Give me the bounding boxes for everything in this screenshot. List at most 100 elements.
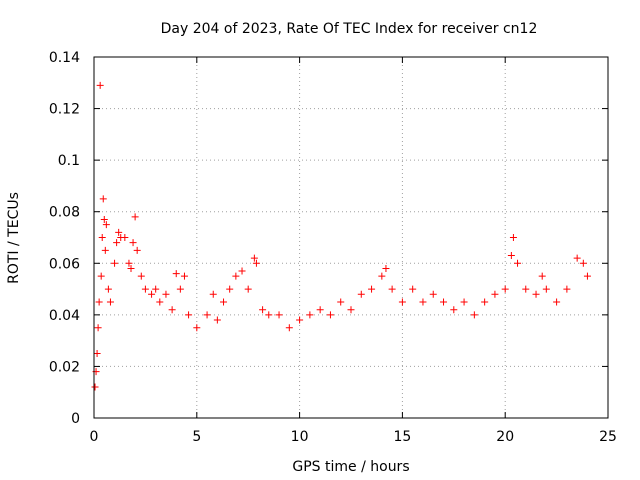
data-point — [450, 306, 458, 314]
axes: 0 5 10 15 20 25 0 0.02 0.04 0.06 0.08 0.1 0.12 0.14 — [49, 50, 617, 445]
data-point — [378, 272, 386, 280]
data-point — [285, 324, 293, 332]
y-tick-label: 0 — [71, 411, 80, 427]
data-point — [97, 272, 105, 280]
data-point — [93, 350, 101, 358]
data-point — [94, 324, 102, 332]
data-point — [137, 272, 145, 280]
data-point — [347, 306, 355, 314]
data-point — [509, 234, 517, 241]
data-point — [368, 285, 376, 293]
x-tick-label: 0 — [90, 429, 99, 445]
data-point — [131, 213, 139, 221]
y-tick-label: 0.04 — [49, 308, 80, 324]
data-point — [156, 298, 164, 306]
data-point — [532, 290, 540, 298]
data-point — [203, 311, 211, 319]
data-point — [507, 252, 515, 260]
data-point — [429, 290, 437, 298]
data-point — [337, 298, 345, 306]
x-tick-label: 20 — [496, 429, 514, 445]
data-point — [125, 259, 133, 267]
data-point — [152, 285, 160, 293]
data-point — [579, 259, 587, 267]
data-point — [583, 272, 591, 280]
data-point — [127, 264, 135, 272]
data-point — [185, 311, 193, 319]
data-point — [252, 259, 260, 267]
x-tick-label: 10 — [291, 429, 309, 445]
data-point — [180, 272, 188, 280]
data-point — [220, 298, 228, 306]
grid-lines — [94, 57, 608, 418]
data-point — [538, 272, 546, 280]
data-point — [398, 298, 406, 306]
data-point — [232, 272, 240, 280]
data-point — [306, 311, 314, 319]
chart-title: Day 204 of 2023, Rate Of TEC Index for r… — [161, 21, 538, 37]
data-point — [388, 285, 396, 293]
data-point — [250, 254, 258, 262]
data-point — [440, 298, 448, 306]
data-point — [522, 285, 530, 293]
data-point — [100, 215, 108, 223]
y-tick-label: 0.1 — [58, 153, 80, 169]
data-point — [470, 311, 478, 319]
data-point — [326, 311, 334, 319]
data-point — [573, 254, 581, 262]
data-point — [162, 290, 170, 298]
data-point — [265, 311, 273, 319]
data-point — [275, 311, 283, 319]
data-point — [98, 234, 106, 241]
x-tick-label: 25 — [599, 429, 617, 445]
data-point — [106, 298, 114, 306]
y-tick-label: 0.12 — [49, 102, 80, 118]
data-point — [168, 306, 176, 314]
x-axis-label: GPS time / hours — [292, 459, 409, 475]
data-point — [113, 239, 121, 247]
data-point — [460, 298, 468, 306]
data-point — [296, 316, 304, 324]
data-point — [213, 316, 221, 324]
data-point — [542, 285, 550, 293]
y-tick-label: 0.02 — [49, 359, 80, 375]
y-tick-label: 0.14 — [49, 50, 80, 66]
data-point — [148, 290, 156, 298]
data-point — [99, 195, 107, 203]
x-tick-label: 15 — [393, 429, 411, 445]
data-point — [209, 290, 217, 298]
data-point — [357, 290, 365, 298]
data-point — [193, 324, 201, 332]
data-point — [491, 290, 499, 298]
data-point — [101, 246, 109, 254]
data-point — [111, 259, 119, 267]
data-point — [316, 306, 324, 314]
data-point — [244, 285, 252, 293]
data-point — [104, 285, 112, 293]
data-point — [102, 221, 110, 229]
data-point — [514, 259, 522, 267]
data-point — [226, 285, 234, 293]
data-point — [553, 298, 561, 306]
plot-frame — [93, 56, 609, 419]
data-point — [419, 298, 427, 306]
x-tick-label: 5 — [192, 429, 201, 445]
y-tick-label: 0.08 — [49, 205, 80, 221]
data-point — [96, 81, 104, 89]
series-markers — [91, 81, 591, 391]
data-point — [172, 270, 180, 278]
data-point — [133, 246, 141, 254]
data-point — [382, 264, 390, 272]
data-point — [91, 383, 99, 391]
data-point — [129, 239, 137, 247]
data-point — [409, 285, 417, 293]
data-point — [95, 298, 103, 306]
data-point — [176, 285, 184, 293]
data-point — [141, 285, 149, 293]
data-point — [563, 285, 571, 293]
data-point — [259, 306, 267, 314]
data-point — [121, 234, 129, 241]
y-tick-label: 0.06 — [49, 256, 80, 272]
data-point — [115, 228, 123, 236]
data-point — [238, 267, 246, 275]
